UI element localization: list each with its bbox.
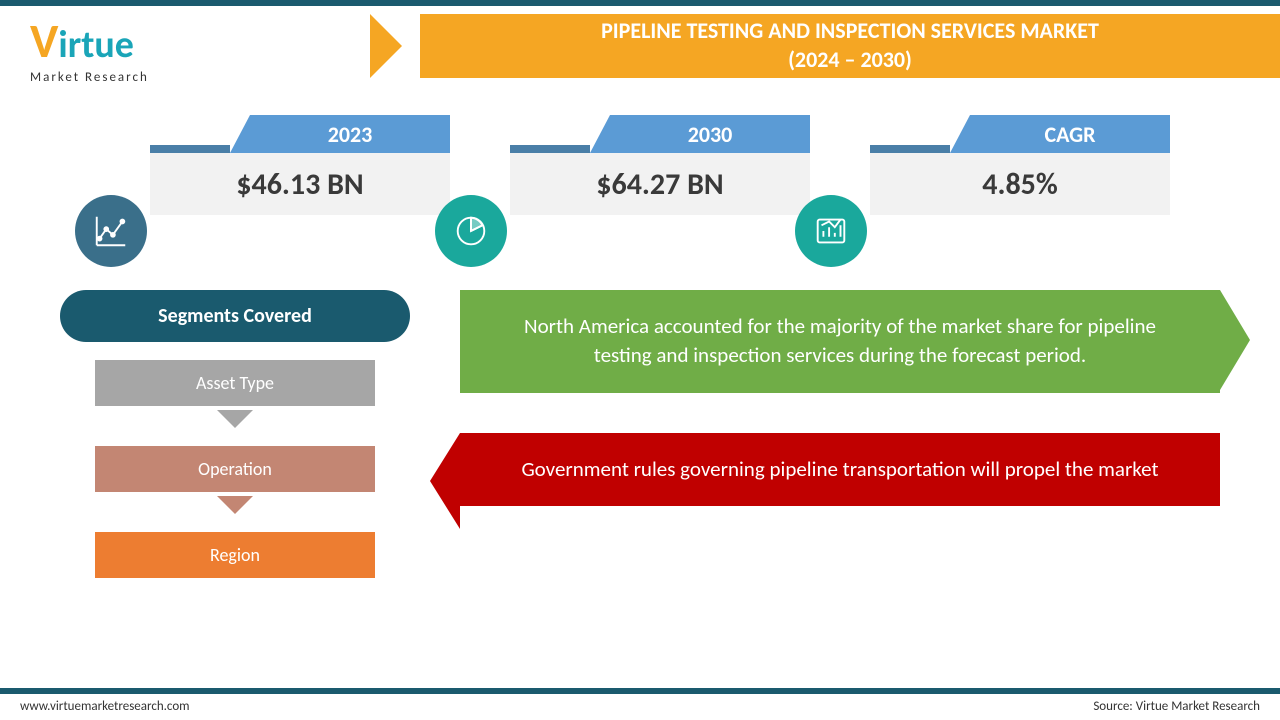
stat-value: 4.85% [870,153,1170,215]
logo-v: V [30,11,58,70]
segment-asset-type: Asset Type [95,360,375,406]
footer-source: Source: Virtue Market Research [1093,699,1260,714]
tab-notch [510,145,590,153]
logo-main: irtue [58,22,134,68]
stat-label: 2030 [610,115,810,153]
pie-chart-icon [435,195,507,267]
arrow-down-icon [217,410,253,428]
chevron-icon [370,14,402,78]
segments-header: Segments Covered [60,290,410,342]
stats-row: 2023 $46.13 BN 2030 $64.27 BN CAGR 4.85% [150,115,1220,215]
arrow-down-icon [217,496,253,514]
tab-notch [150,145,230,153]
segments-column: Segments Covered Asset Type Operation Re… [60,290,410,578]
stat-card-cagr: CAGR 4.85% [870,115,1170,215]
tab-notch [870,145,950,153]
header: Virtue Market Research PIPELINE TESTING … [0,6,1280,78]
title-text: PIPELINE TESTING AND INSPECTION SERVICES… [601,17,1099,74]
callout-green-text: North America accounted for the majority… [524,313,1156,368]
bar-chart-icon [795,195,867,267]
stat-card-2023: 2023 $46.13 BN [150,115,450,215]
footer-url: www.virtuemarketresearch.com [20,699,190,714]
callout-green: North America accounted for the majority… [460,290,1220,393]
stat-label: 2023 [250,115,450,153]
logo-subtitle: Market Research [30,70,149,85]
callout-red-text: Government rules governing pipeline tran… [521,456,1158,482]
callouts-column: North America accounted for the majority… [460,290,1220,578]
stat-value: $46.13 BN [150,153,450,215]
stat-value: $64.27 BN [510,153,810,215]
stat-card-2030: 2030 $64.27 BN [510,115,810,215]
segment-region: Region [95,532,375,578]
lower-section: Segments Covered Asset Type Operation Re… [60,290,1220,578]
callout-red: Government rules governing pipeline tran… [460,433,1220,506]
logo: Virtue Market Research [30,11,149,85]
page-title: PIPELINE TESTING AND INSPECTION SERVICES… [420,14,1280,78]
stat-label: CAGR [970,115,1170,153]
segment-operation: Operation [95,446,375,492]
footer: www.virtuemarketresearch.com Source: Vir… [0,688,1280,720]
line-chart-icon [75,195,147,267]
